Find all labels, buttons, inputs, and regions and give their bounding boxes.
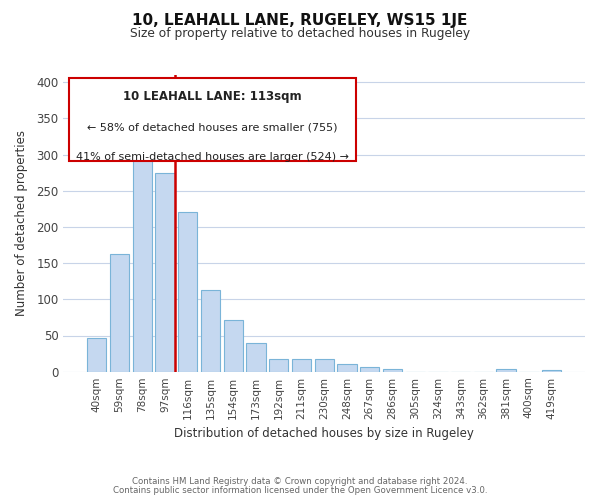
Bar (292, 360, 311, 372)
Bar (337, 364, 356, 372)
Bar (155, 172, 175, 372)
Bar (269, 360, 289, 372)
Bar (110, 254, 129, 372)
Bar (87, 338, 106, 372)
Bar (178, 212, 197, 372)
X-axis label: Distribution of detached houses by size in Rugeley: Distribution of detached houses by size … (174, 427, 474, 440)
Bar (383, 369, 402, 372)
Bar (133, 140, 152, 372)
Bar (314, 360, 334, 372)
Bar (496, 369, 516, 372)
Text: 10, LEAHALL LANE, RUGELEY, WS15 1JE: 10, LEAHALL LANE, RUGELEY, WS15 1JE (133, 12, 467, 28)
Y-axis label: Number of detached properties: Number of detached properties (15, 130, 28, 316)
Bar (247, 344, 266, 371)
Text: Size of property relative to detached houses in Rugeley: Size of property relative to detached ho… (130, 28, 470, 40)
Bar (360, 366, 379, 372)
Text: 41% of semi-detached houses are larger (524) →: 41% of semi-detached houses are larger (… (76, 152, 349, 162)
Text: 10 LEAHALL LANE: 113sqm: 10 LEAHALL LANE: 113sqm (123, 90, 301, 103)
FancyBboxPatch shape (68, 78, 356, 161)
Text: ← 58% of detached houses are smaller (755): ← 58% of detached houses are smaller (75… (87, 122, 337, 132)
Bar (224, 320, 243, 372)
Bar (542, 370, 561, 372)
Text: Contains public sector information licensed under the Open Government Licence v3: Contains public sector information licen… (113, 486, 487, 495)
Bar (201, 290, 220, 372)
Text: Contains HM Land Registry data © Crown copyright and database right 2024.: Contains HM Land Registry data © Crown c… (132, 477, 468, 486)
